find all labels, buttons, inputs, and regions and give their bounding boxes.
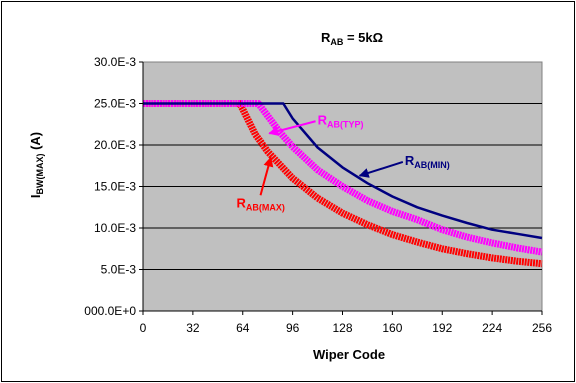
y-tick-label: 10.0E-3 (94, 221, 136, 235)
y-tick-label: 30.0E-3 (94, 55, 136, 69)
x-tick-label: 256 (532, 321, 552, 335)
chart-title-main: R (321, 30, 331, 45)
x-tick-label: 96 (286, 321, 300, 335)
y-axis-title: IBW(MAX) (A) (28, 132, 45, 198)
x-tick-label: 160 (382, 321, 402, 335)
x-tick-label: 64 (236, 321, 250, 335)
y-tick-label: 20.0E-3 (94, 138, 136, 152)
annotations-layer: RAB(TYP) RAB(MIN) RAB(MAX) (237, 112, 450, 212)
annotation-arrow-abtyp (268, 120, 316, 136)
annotation-arrow-abmin (358, 160, 404, 178)
y-axis-title-sub: BW(MAX) (35, 154, 45, 195)
y-tick-label: 25.0E-3 (94, 97, 136, 111)
x-axis-title: Wiper Code (313, 347, 385, 362)
y-axis-title-main: I (28, 195, 43, 199)
series-layer (143, 100, 543, 268)
series-line-abmin (143, 102, 543, 240)
y-tick-label: 15.0E-3 (94, 180, 136, 194)
y-tick-label: 5.0E-3 (101, 263, 137, 277)
annotation-label-abmax: RAB(MAX) (237, 195, 285, 212)
annotation-arrow-abmax (259, 156, 274, 196)
x-tick-label: 32 (186, 321, 200, 335)
y-tick-label: 000.0E+0 (84, 304, 136, 318)
chart-title: RAB = 5kΩ (321, 30, 383, 47)
x-tick-label: 128 (332, 321, 352, 335)
chart-title-sub: AB (330, 37, 343, 47)
annotation-label-abmin: RAB(MIN) (405, 153, 450, 170)
axes-layer: 000.0E+0 5.0E-3 10.0E-3 15.0E-3 20.0E-3 25.0E… (84, 55, 552, 335)
x-tick-label: 192 (432, 321, 452, 335)
annotation-label-abtyp: RAB(TYP) (318, 112, 364, 129)
y-axis-title-rest: (A) (28, 132, 43, 154)
x-tick-label: 224 (482, 321, 502, 335)
x-tick-label: 0 (140, 321, 147, 335)
chart-title-rest: = 5kΩ (343, 30, 383, 45)
